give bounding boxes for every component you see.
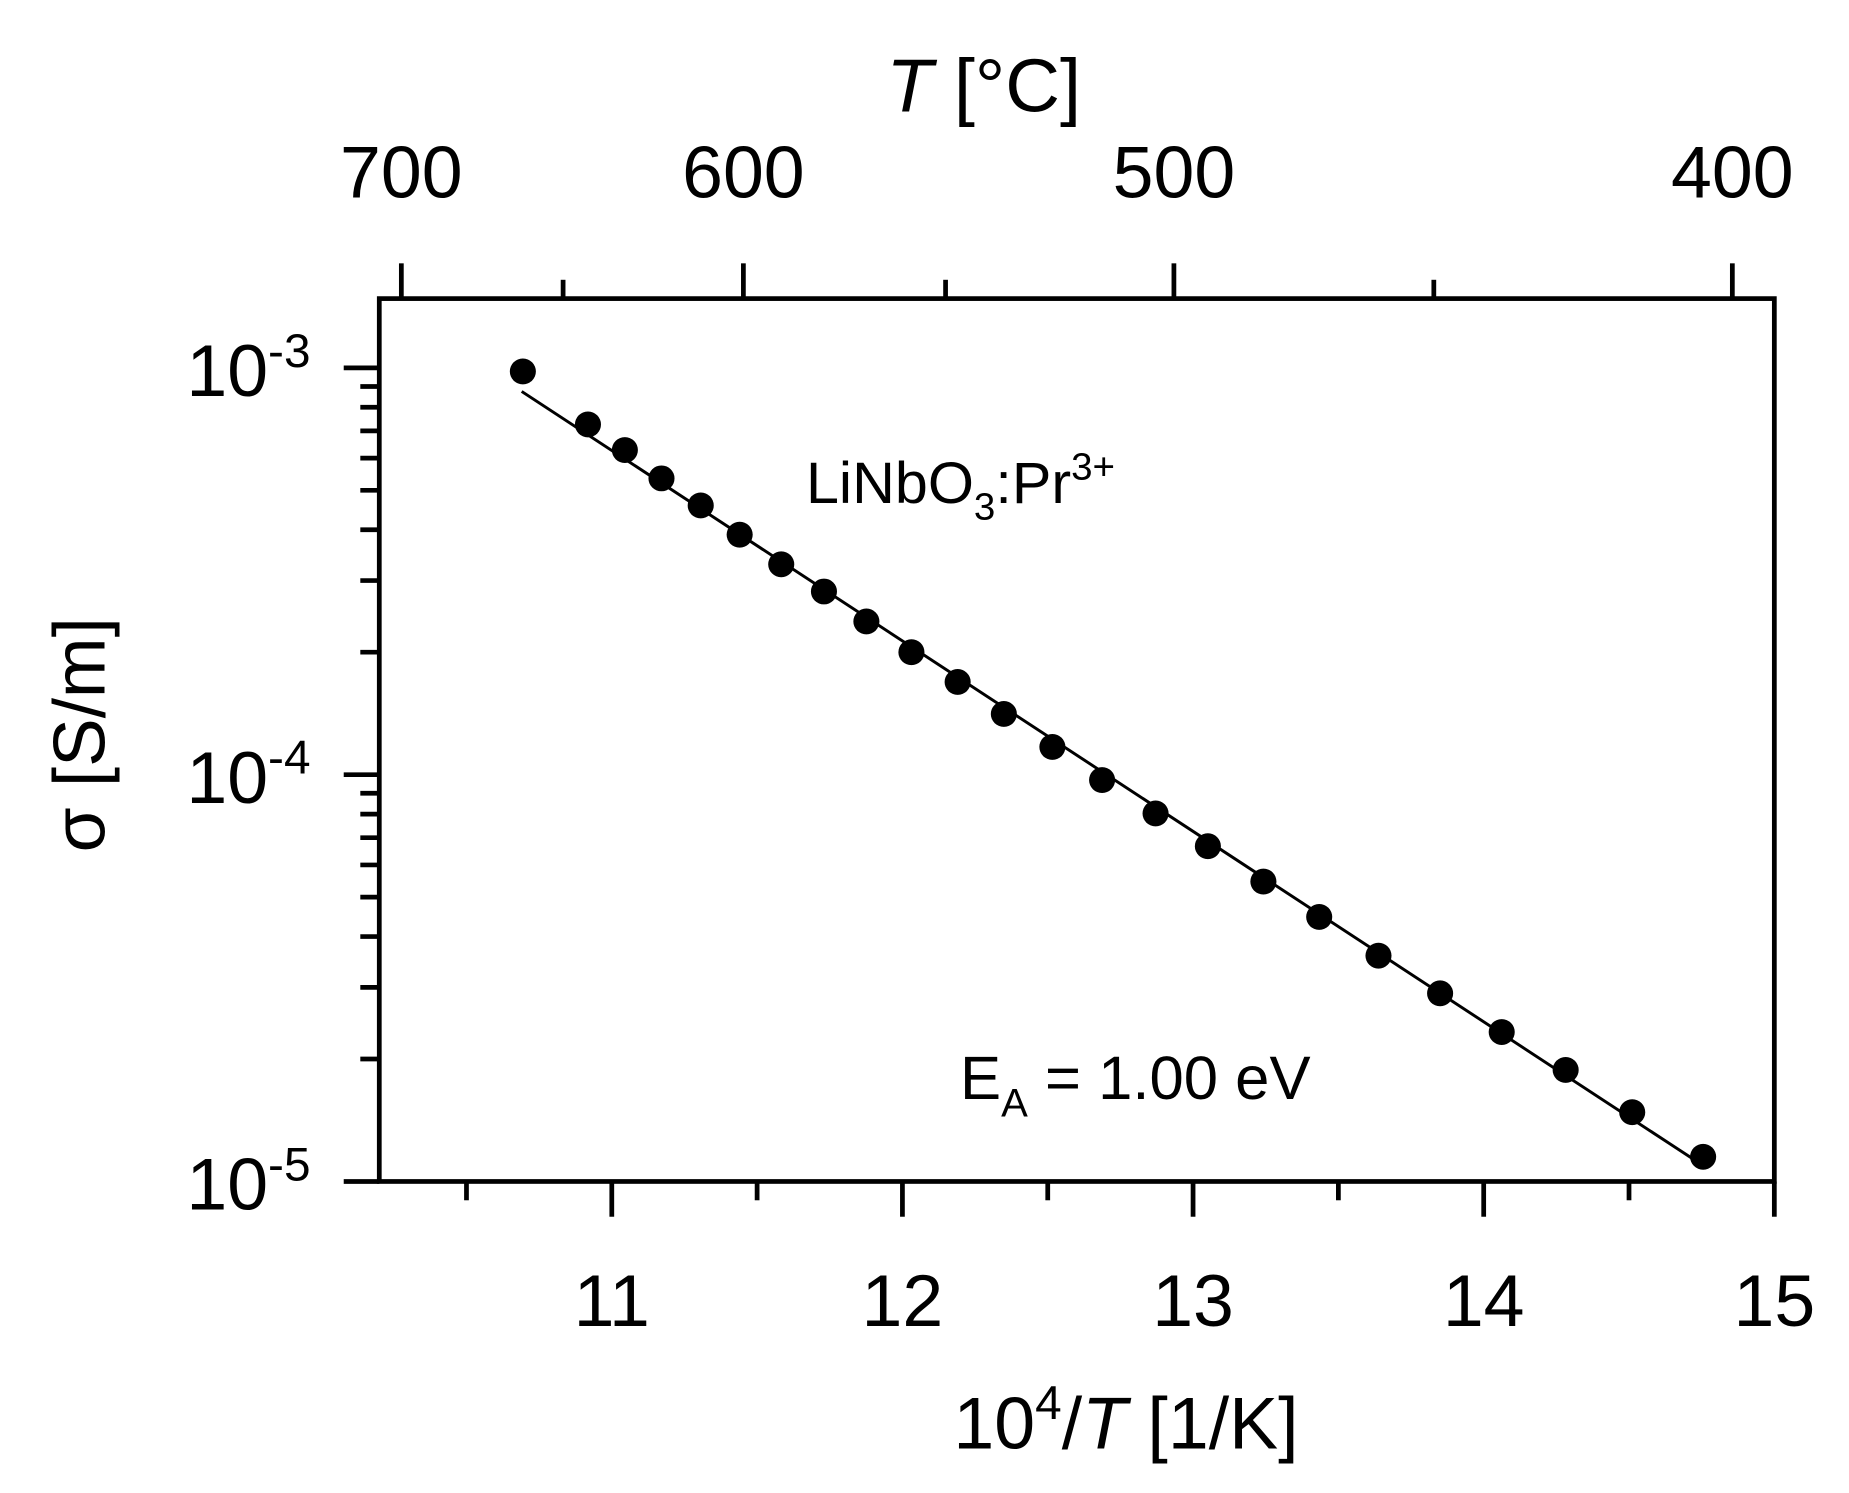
- annotation: EA = 1.00 eV: [960, 1044, 1311, 1125]
- data-point: [853, 608, 880, 635]
- data-point: [1552, 1057, 1579, 1083]
- data-point: [1039, 733, 1066, 760]
- x2-tick-label: 500: [1113, 132, 1236, 214]
- x-axis-title: 104/T [1/K]: [953, 1377, 1298, 1464]
- plot-frame: [376, 296, 1777, 1184]
- x2-tick-label: 700: [340, 132, 463, 214]
- annotation-part: 3: [974, 486, 995, 529]
- fit-line: [520, 390, 1703, 1166]
- annotation-part: A: [1001, 1081, 1028, 1125]
- y-tick-label-part: -4: [268, 732, 310, 785]
- x2-axis-title-part: T: [886, 45, 937, 129]
- x-axis-title-part: [1/K]: [1127, 1383, 1299, 1465]
- x-axis-title-part: 4: [1035, 1377, 1062, 1430]
- x-axis-title-part: /: [1062, 1383, 1083, 1465]
- annotation-part: E: [960, 1044, 1001, 1113]
- data-point: [1194, 833, 1221, 860]
- annotation: LiNbO3:Pr3+: [806, 446, 1115, 529]
- x2-tick-label: 600: [682, 132, 805, 214]
- data-point: [1250, 868, 1277, 895]
- x-axis-title-part: 10: [953, 1383, 1035, 1465]
- data-point: [898, 639, 925, 666]
- y-tick-label-part: -5: [268, 1139, 310, 1192]
- y-tick-label: 10-4: [186, 732, 310, 819]
- data-point: [1690, 1143, 1717, 1170]
- x2-tick-label: 400: [1671, 132, 1794, 214]
- x2-axis-title: T [°C]: [886, 45, 1081, 129]
- data-point: [990, 701, 1017, 727]
- x-axis-title-part: T: [1082, 1383, 1132, 1465]
- x-tick-label: 13: [1152, 1260, 1234, 1342]
- annotation-part: LiNbO: [806, 450, 974, 516]
- data-point: [1619, 1099, 1646, 1126]
- y-axis-title: σ [S/m]: [38, 617, 120, 852]
- x-tick-label: 15: [1733, 1260, 1815, 1342]
- x2-axis-title-part: [°C]: [933, 45, 1081, 129]
- y-tick-label-part: 10: [186, 1144, 268, 1226]
- y-tick-label: 10-5: [186, 1139, 310, 1226]
- data-point: [944, 669, 971, 695]
- x-tick-label: 12: [862, 1260, 944, 1342]
- data-point: [509, 358, 536, 385]
- x-tick-label: 14: [1443, 1260, 1525, 1342]
- data-point: [1089, 767, 1116, 793]
- y-tick-label: 10-3: [186, 325, 310, 412]
- y-tick-label-part: -3: [268, 325, 310, 378]
- annotation-part: 3+: [1071, 446, 1115, 489]
- data-point: [1142, 800, 1169, 827]
- annotation-part: = 1.00 eV: [1028, 1044, 1311, 1113]
- x-tick-label: 11: [574, 1260, 650, 1342]
- data-point: [648, 465, 675, 492]
- y-tick-label-part: 10: [186, 737, 268, 819]
- y-tick-label-part: 10: [186, 330, 268, 412]
- annotation-part: :Pr: [995, 450, 1071, 516]
